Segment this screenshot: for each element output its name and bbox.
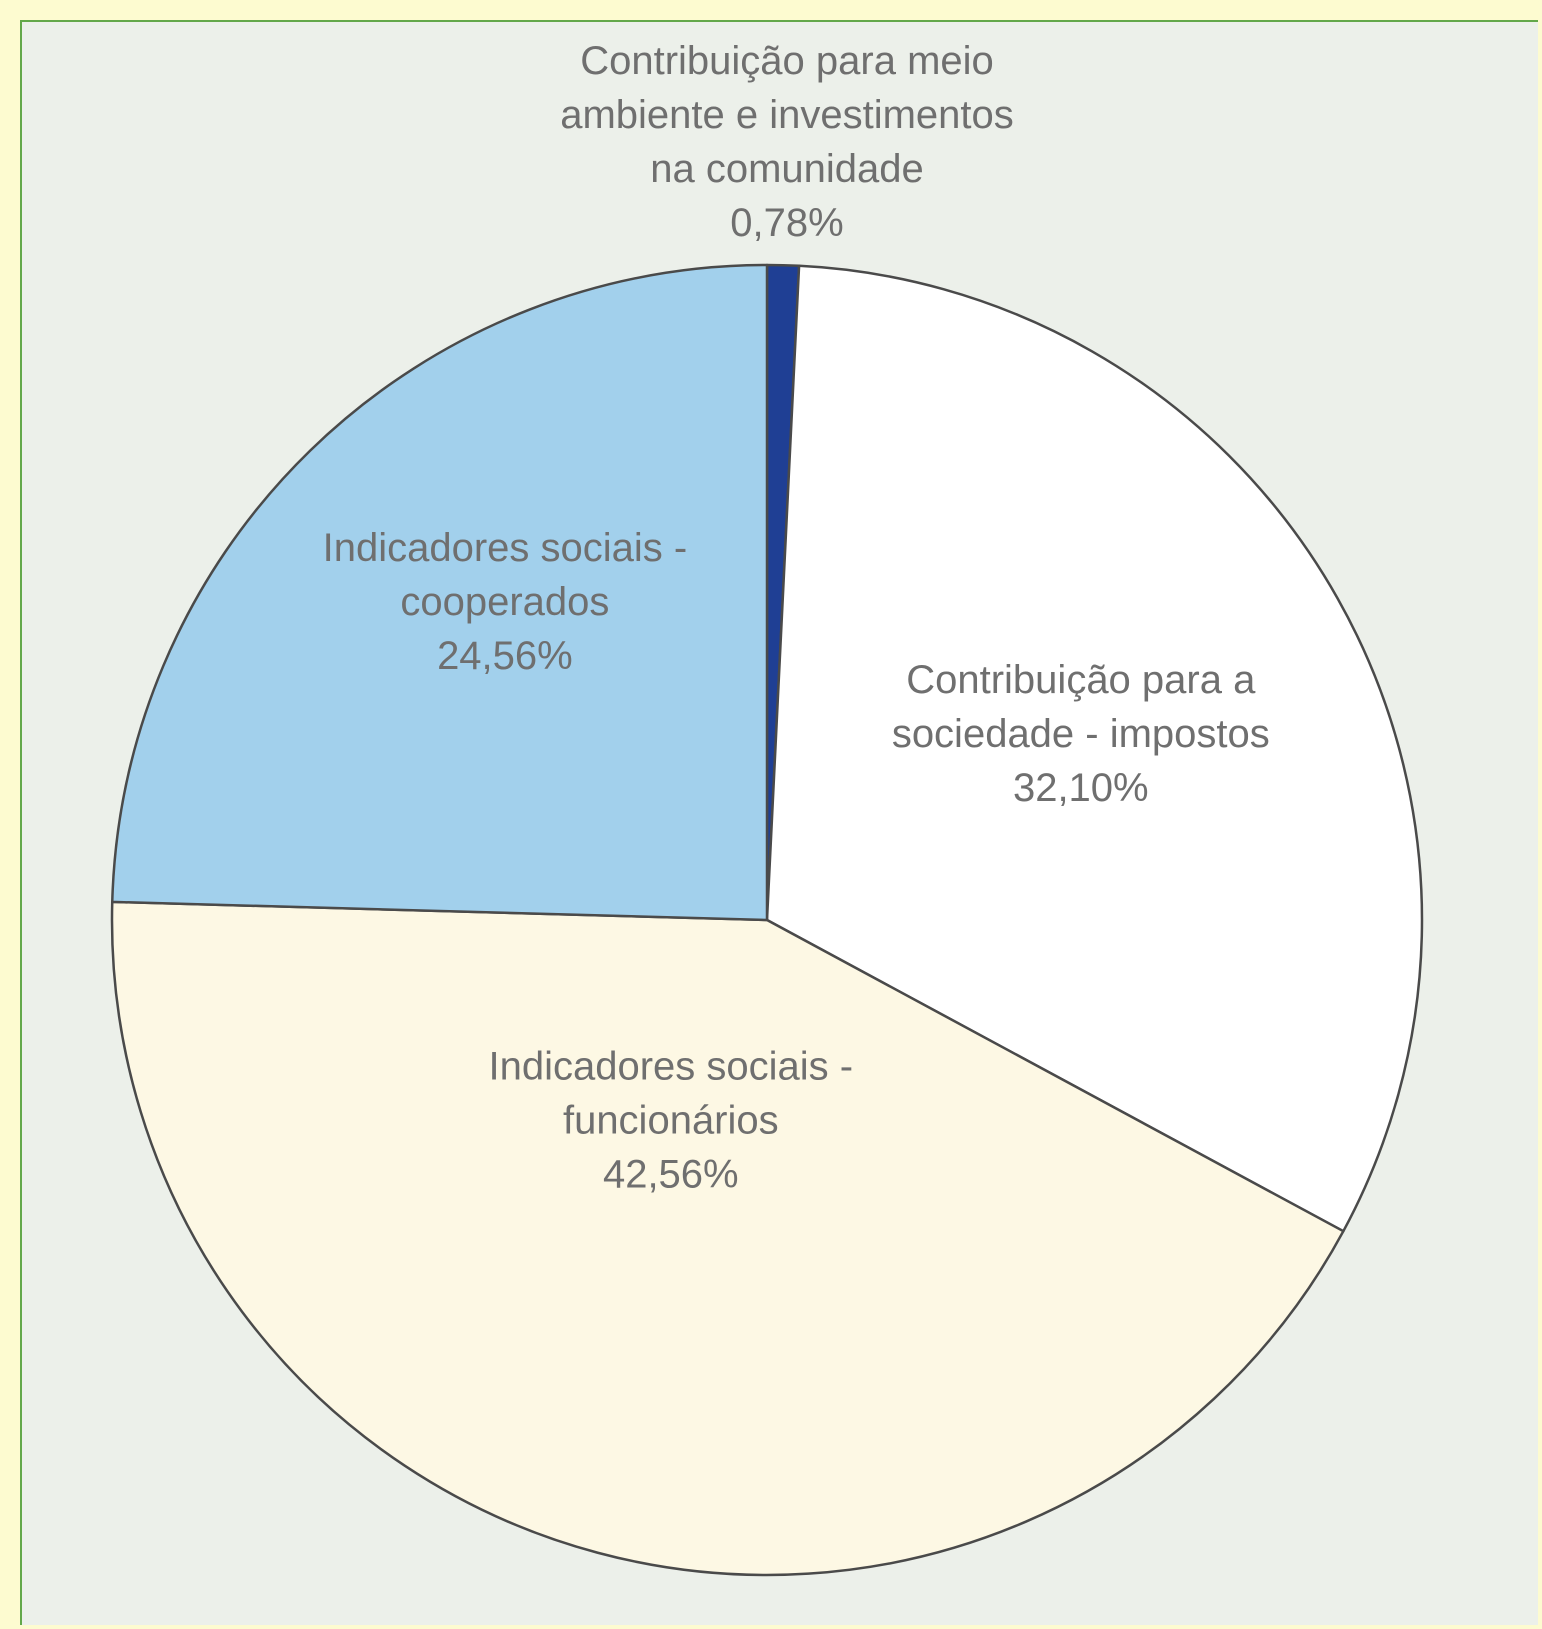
pie-slices (110, 263, 1424, 1577)
pie-slice-indicadores-sociais-funcionarios (110, 900, 1345, 1577)
pie-label-line: ambiente e investimentos (560, 93, 1014, 137)
pie-label-line: Indicadores sociais - (323, 526, 688, 570)
pie-slice-contribuicao-para-a-sociedade-impostos (765, 264, 1424, 1233)
pie-label-indicadores-sociais-funcionarios: Indicadores sociais - funcionários 42,56% (488, 1045, 853, 1197)
pie-slice-indicadores-sociais-cooperados (111, 263, 769, 922)
pie-label-contribuicao-para-meio-ambiente-e-investimentos-na-comunidade: Contribuição para meio ambiente e investi… (560, 39, 1014, 245)
pie-label-indicadores-sociais-cooperados: Indicadores sociais - cooperados 24,56% (323, 526, 688, 678)
pie-label-line: Indicadores sociais - (488, 1045, 853, 1089)
pie-label-line: Contribuição para a (906, 658, 1256, 702)
pie-label-line: sociedade - impostos (892, 712, 1270, 756)
pie-value-label: 32,10% (1013, 766, 1149, 810)
pie-value-label: 42,56% (603, 1153, 739, 1197)
pie-label-line: cooperados (400, 580, 609, 624)
pie-chart: Contribuição para meio ambiente e investi… (110, 39, 1424, 1577)
pie-labels: Contribuição para meio ambiente e investi… (323, 39, 1270, 1197)
pie-label-line: Contribuição para meio (580, 39, 994, 83)
pie-label-line: na comunidade (650, 147, 924, 191)
pie-value-label: 24,56% (437, 634, 573, 678)
chart-frame: Contribuição para meio ambiente e investi… (20, 20, 1538, 1625)
pie-label-contribuicao-para-a-sociedade-impostos: Contribuição para a sociedade - impostos 3… (892, 658, 1270, 810)
pie-value-label: 0,78% (730, 201, 843, 245)
pie-label-line: funcionários (563, 1099, 779, 1143)
